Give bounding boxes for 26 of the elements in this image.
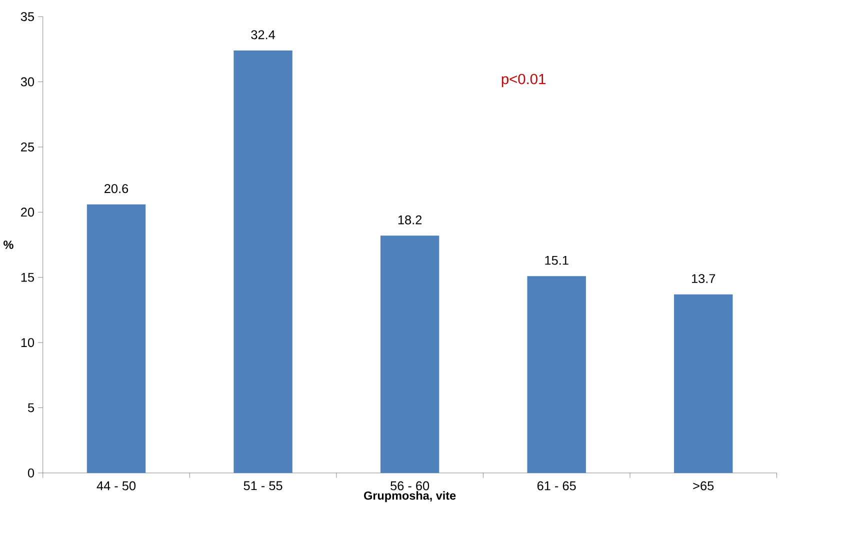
data-label: 32.4 (251, 30, 276, 40)
x-tick-label: 56 - 60 (390, 481, 430, 490)
annotation: p<0.01 (502, 74, 546, 87)
x-tick-label: >65 (693, 481, 714, 490)
bar (380, 236, 440, 473)
x-tick-label: 51 - 55 (244, 481, 282, 490)
y-tick-label: 30 (20, 77, 34, 86)
y-tick-label: 10 (21, 338, 34, 347)
y-tick-label: 15 (21, 272, 34, 282)
x-tick-label: 61 - 65 (537, 481, 576, 490)
y-tick-label: 20 (21, 208, 34, 217)
data-label: 15.1 (545, 256, 568, 265)
data-label: 18.2 (398, 215, 422, 224)
y-tick-label: 5 (28, 403, 34, 412)
y-axis-title: % (4, 240, 14, 249)
x-tick-label: 44 - 50 (96, 481, 136, 490)
bar (674, 294, 733, 473)
data-label: 20.6 (104, 184, 128, 193)
y-tick-label: 25 (21, 142, 34, 152)
bar (527, 276, 586, 473)
data-label: 13.7 (692, 274, 716, 283)
y-tick-label: 35 (20, 12, 34, 21)
y-tick-label: 0 (28, 468, 34, 478)
bar (86, 204, 146, 473)
x-axis-title: Grupmosha, vite (364, 491, 456, 502)
bar (234, 50, 292, 473)
